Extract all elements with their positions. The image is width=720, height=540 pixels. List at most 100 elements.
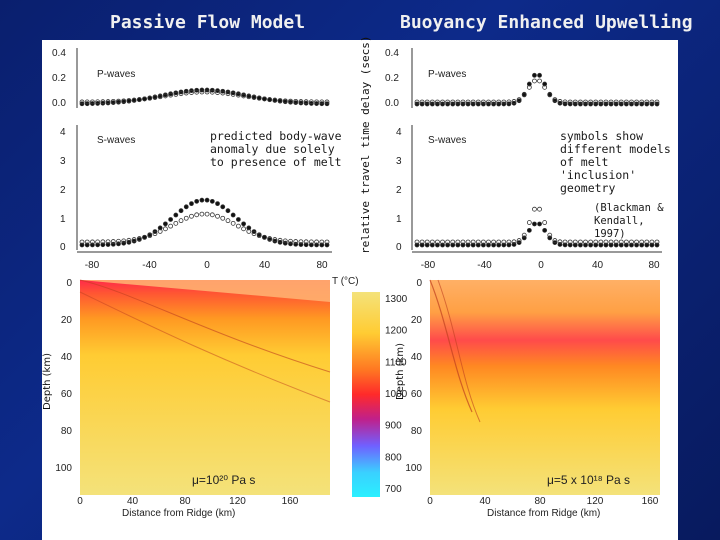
s-wave-symbol <box>486 239 491 245</box>
s-wave-symbol <box>262 234 267 240</box>
s-wave-symbol <box>178 208 184 214</box>
depth-tick: 100 <box>405 463 422 474</box>
depth-tick: 60 <box>411 389 423 400</box>
colorbar-tick: 1200 <box>385 326 408 337</box>
s-wave-symbol <box>220 215 226 221</box>
s-wave-symbol <box>183 204 189 210</box>
depth-tick: 40 <box>411 352 423 363</box>
p-wave-symbol <box>547 92 553 98</box>
p-wave-symbol <box>465 99 471 105</box>
p-wave-symbol <box>163 93 168 99</box>
s-wave-symbol <box>623 239 629 245</box>
p-wave-symbol <box>623 99 629 105</box>
s-waves-label-right: S-waves <box>428 135 466 146</box>
p-wave-symbol <box>183 90 189 96</box>
s-wave-symbol <box>225 208 231 214</box>
s-wave-symbol <box>491 239 496 245</box>
distance-tick: 160 <box>282 496 299 507</box>
s-wave-symbol <box>583 239 588 245</box>
s-wave-symbol <box>598 239 604 245</box>
p-wave-symbol <box>272 97 278 103</box>
svg-text:1: 1 <box>396 214 402 225</box>
s-wave-symbol <box>470 239 476 245</box>
p-wave-symbol <box>267 97 273 102</box>
distance-tick: 40 <box>127 496 139 507</box>
depth-tick: 40 <box>61 352 73 363</box>
s-wave-symbol <box>272 237 278 242</box>
p-wave-symbol <box>246 94 252 100</box>
p-wave-symbol <box>414 99 420 105</box>
x-tick: -80 <box>421 260 436 271</box>
p-wave-symbol <box>542 84 548 90</box>
p-wave-symbol <box>209 89 215 95</box>
s-tick-5: 0 <box>60 242 66 253</box>
colorbar-tick: 1100 <box>385 357 407 368</box>
p-wave-symbol <box>199 89 205 95</box>
s-wave-symbol <box>537 206 542 212</box>
distance-tick: 80 <box>179 496 191 507</box>
s-wave-symbol <box>147 233 153 239</box>
p-wave-symbol <box>121 98 127 104</box>
distance-tick: 120 <box>229 496 246 507</box>
p-wave-symbol <box>552 97 558 103</box>
svg-text:0.0: 0.0 <box>385 98 399 109</box>
p-wave-symbol <box>537 78 542 84</box>
s-wave-symbol <box>79 239 85 245</box>
p-wave-symbol <box>429 99 435 105</box>
p-wave-symbol <box>324 99 330 105</box>
p-wave-symbol <box>100 99 106 105</box>
svg-text:4: 4 <box>396 127 402 138</box>
p-wave-symbol <box>298 100 304 106</box>
p-wave-symbol <box>116 98 121 104</box>
p-wave-symbol <box>84 99 90 105</box>
s-wave-symbol <box>121 238 127 244</box>
p-wave-symbol <box>110 98 116 104</box>
s-wave-symbol <box>303 239 309 245</box>
s-wave-symbol <box>557 239 563 245</box>
s-wave-symbol <box>215 201 220 207</box>
x-tick: 80 <box>648 260 660 271</box>
s-wave-symbol <box>215 213 220 219</box>
s-wave-symbol <box>277 237 283 243</box>
distance-tick: 40 <box>479 496 491 507</box>
p-wave-symbol <box>142 96 147 102</box>
p-wave-symbol <box>562 99 568 105</box>
s-wave-symbol <box>414 239 420 245</box>
p-wave-symbol <box>225 91 231 97</box>
dist-label-right: Distance from Ridge (km) <box>487 508 600 519</box>
s-wave-symbol <box>526 227 532 233</box>
p-wave-symbol <box>241 93 246 99</box>
p-wave-symbol <box>235 91 241 97</box>
colorbar-tick: 1300 <box>385 294 408 305</box>
s-tick-1: 4 <box>60 127 66 138</box>
p-wave-symbol <box>613 99 619 105</box>
depth-label-left: Depth (km) <box>42 353 53 410</box>
p-wave-symbol <box>526 81 532 87</box>
s-wave-symbol <box>578 239 583 245</box>
p-wave-symbol <box>152 95 158 100</box>
s-wave-symbol <box>230 220 236 226</box>
s-wave-symbol <box>603 239 609 245</box>
p-tick-2: 0.2 <box>52 73 66 84</box>
s-wave-symbol <box>567 239 573 245</box>
s-wave-symbol <box>532 221 537 227</box>
s-wave-symbol <box>542 227 548 233</box>
s-wave-symbol <box>168 217 174 222</box>
s-wave-symbol <box>209 198 215 204</box>
p-wave-symbol <box>173 91 179 97</box>
dist-label-left: Distance from Ridge (km) <box>122 508 235 519</box>
p-wave-symbol <box>79 99 85 105</box>
p-wave-symbol <box>178 91 184 97</box>
s-wave-symbol <box>256 233 262 239</box>
s-wave-symbol <box>251 231 257 237</box>
right-thermal-field <box>430 280 660 495</box>
temp-label: T (°C) <box>332 276 359 287</box>
svg-text:0: 0 <box>396 242 402 253</box>
left-p-wave-plot: 0.4 0.2 0.0 P-waves <box>52 48 330 109</box>
s-wave-symbol <box>314 239 319 245</box>
s-wave-symbol <box>649 239 655 245</box>
p-wave-symbol <box>288 98 293 104</box>
s-wave-symbol <box>429 239 435 245</box>
p-wave-symbol <box>634 99 639 105</box>
right-s-wave-plot: 4 3 2 1 0 S-waves <box>396 125 662 253</box>
